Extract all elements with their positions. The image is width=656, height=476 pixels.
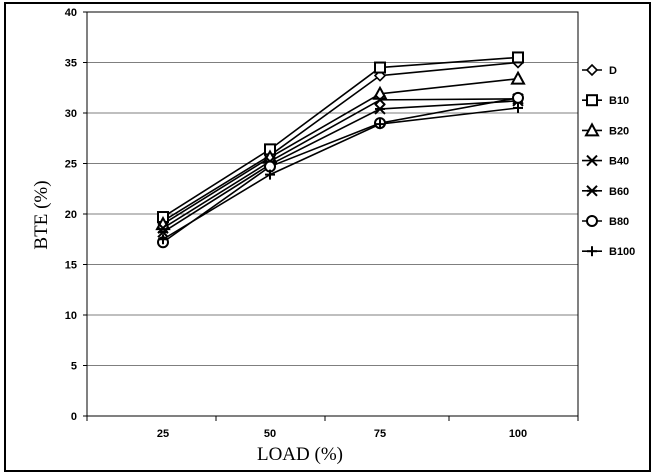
series-line-b10 (162, 56, 519, 218)
legend-item: B60 (582, 185, 629, 198)
legend-item: B10 (582, 94, 629, 107)
x-tick-label: 100 (509, 428, 527, 440)
y-tick-label: 20 (65, 209, 77, 221)
x-axis-label: LOAD (%) (257, 444, 343, 465)
legend-item: B80 (582, 215, 629, 228)
y-tick-label: 40 (65, 7, 77, 19)
y-tick-label: 30 (65, 108, 77, 120)
series-line-d (162, 61, 519, 222)
legend-label: B80 (609, 216, 629, 228)
data-point-b80 (512, 91, 524, 104)
legend-marker-icon (586, 154, 598, 167)
legend-label: B60 (609, 186, 629, 198)
legend-item: D (582, 63, 617, 77)
legend-item: B100 (582, 246, 635, 258)
plot-area (86, 11, 579, 417)
data-point-b100 (513, 102, 523, 113)
data-point-b10 (374, 61, 386, 74)
x-tick-label: 75 (374, 428, 386, 440)
legend-marker-icon (587, 246, 597, 257)
data-point-b100 (158, 234, 168, 245)
y-tick-label: 35 (65, 58, 77, 70)
series-line-b20 (162, 77, 519, 225)
data-point-b40 (374, 94, 386, 106)
legend-item: B40 (582, 154, 629, 168)
legend-marker-icon (584, 122, 600, 137)
legend-item: B20 (582, 122, 629, 137)
series-line-b60 (162, 100, 519, 233)
legend-marker-icon (586, 94, 598, 107)
legend-label: B100 (609, 246, 635, 258)
legend-marker-icon (586, 215, 598, 227)
legend-label: B10 (609, 95, 629, 107)
series-line-b40 (162, 98, 519, 229)
legend-label: B20 (609, 125, 629, 137)
legend-marker-icon (585, 63, 599, 77)
legend-label: D (609, 65, 617, 77)
data-point-b100 (375, 119, 385, 130)
y-tick-label: 0 (71, 411, 77, 423)
chart-frame (4, 2, 651, 472)
y-tick-label: 5 (71, 361, 77, 373)
legend-marker-icon (586, 185, 598, 197)
data-point-b60 (374, 103, 386, 115)
y-axis-label: BTE (%) (31, 180, 52, 249)
data-point-b60 (157, 226, 169, 238)
y-tick-label: 15 (65, 260, 77, 272)
y-tick-label: 25 (65, 159, 77, 171)
data-point-b20 (510, 70, 526, 85)
data-point-b100 (265, 169, 275, 180)
x-tick-label: 25 (157, 428, 169, 440)
series-line-b100 (162, 107, 519, 240)
legend-label: B40 (609, 156, 629, 168)
x-tick-label: 50 (264, 428, 276, 440)
y-tick-label: 10 (65, 310, 77, 322)
series-line-b80 (162, 97, 519, 243)
data-point-b10 (512, 51, 524, 64)
